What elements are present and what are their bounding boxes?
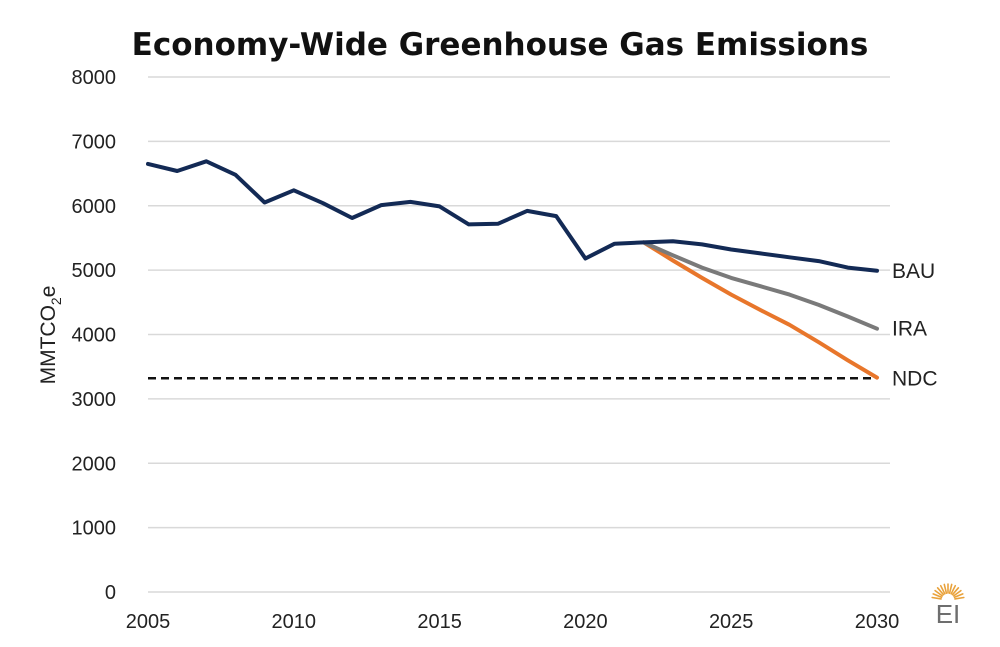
series-line-ndc	[641, 240, 879, 380]
y-tick-label-6000: 6000	[72, 196, 117, 218]
x-tick-label-2010: 2010	[272, 611, 317, 633]
series-label-ndc: NDC	[892, 367, 938, 390]
x-tick-label-2025: 2025	[709, 611, 754, 633]
gridlines	[148, 76, 890, 593]
y-tick-label-8000: 8000	[72, 67, 117, 89]
logo-ray	[953, 593, 964, 599]
y-tick-label-4000: 4000	[72, 325, 117, 347]
x-tick-labels: 2005 2010 2015 2020 2025 2030	[126, 611, 900, 633]
logo-ray	[934, 589, 944, 597]
y-tick-label-3000: 3000	[72, 389, 117, 411]
logo-ray	[943, 583, 948, 594]
logo-ray	[954, 596, 965, 600]
chart-title: Economy-Wide Greenhouse Gas Emissions	[132, 27, 869, 63]
y-axis-label-main: MMTCO	[37, 305, 60, 384]
sunburst-icon	[931, 583, 965, 600]
y-tick-label-0: 0	[105, 582, 116, 604]
x-tick-label-2020: 2020	[563, 611, 608, 633]
y-axis-label: MMTCO2e	[37, 286, 64, 385]
series-label-ira: IRA	[892, 318, 927, 341]
logo-ray	[951, 587, 960, 596]
y-tick-label-2000: 2000	[72, 453, 117, 475]
logo-ray	[939, 584, 946, 595]
logo-ray	[950, 584, 957, 595]
logo-ray	[948, 583, 953, 594]
x-tick-label-2030: 2030	[855, 611, 900, 633]
x-tick-label-2005: 2005	[126, 611, 171, 633]
y-tick-label-1000: 1000	[72, 518, 117, 540]
y-tick-label-7000: 7000	[72, 131, 117, 153]
logo-text: EI	[936, 599, 961, 629]
series-lines	[146, 159, 879, 380]
ei-logo: EI	[931, 583, 965, 629]
series-label-bau: BAU	[892, 260, 935, 283]
x-tick-label-2015: 2015	[417, 611, 462, 633]
logo-ray	[932, 593, 943, 599]
logo-ray	[936, 587, 945, 596]
y-axis-label-suffix: e	[37, 286, 60, 298]
y-tick-labels: 0 1000 2000 3000 4000 5000 6000 7000 8000	[72, 67, 117, 604]
y-tick-label-5000: 5000	[72, 260, 117, 282]
series-end-labels: BAU IRA NDC	[892, 260, 938, 391]
logo-ray	[931, 596, 942, 600]
logo-ray	[952, 589, 962, 597]
series-line-ira	[641, 240, 879, 331]
series-line-bau	[146, 159, 879, 273]
y-axis-label-subscript: 2	[48, 297, 64, 305]
